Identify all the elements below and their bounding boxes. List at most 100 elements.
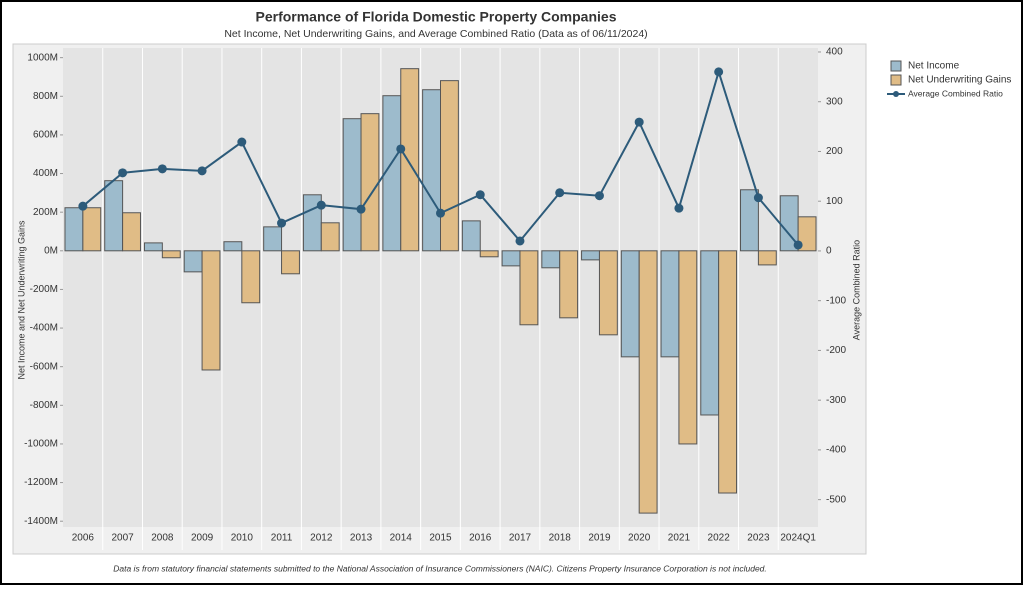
bar <box>161 250 181 259</box>
bar <box>400 68 420 252</box>
point <box>356 204 366 214</box>
y2-tick-label: 200 <box>826 146 843 157</box>
bar <box>422 89 441 252</box>
point <box>78 201 88 211</box>
bar <box>581 250 600 261</box>
y-tick-label: -1400M <box>24 516 58 527</box>
x-tick-label: 2011 <box>271 533 293 544</box>
bar <box>281 250 300 275</box>
bar <box>320 222 340 252</box>
y-axis-title: Net Income and Net Underwriting Gains <box>16 220 26 380</box>
legend-label: Average Combined Ratio <box>908 88 1003 98</box>
legend-label: Net Underwriting Gains <box>908 75 1011 86</box>
bar <box>541 250 561 269</box>
point <box>793 240 803 250</box>
x-tick-label: 2013 <box>350 533 373 544</box>
bar <box>678 250 698 445</box>
x-tick-label: 2012 <box>310 533 333 544</box>
point <box>714 67 724 77</box>
bar <box>183 250 203 273</box>
y-tick-label: -400M <box>30 323 58 334</box>
bar <box>519 250 539 326</box>
y-tick-label: 600M <box>33 130 58 141</box>
x-tick-label: 2019 <box>588 533 611 544</box>
bar <box>342 118 362 252</box>
x-tick-label: 2006 <box>72 533 95 544</box>
point <box>555 188 565 198</box>
point <box>436 208 445 218</box>
point <box>316 200 326 210</box>
bar <box>620 250 640 358</box>
x-tick-label: 2020 <box>628 533 651 544</box>
bar <box>757 250 777 266</box>
bar <box>82 207 102 252</box>
bar <box>64 207 84 252</box>
x-tick-label: 2023 <box>747 533 770 544</box>
bar <box>263 226 283 252</box>
legend-marker <box>893 91 899 97</box>
x-tick-label: 2022 <box>708 533 731 544</box>
bar <box>718 250 738 494</box>
y2-tick-label: -400 <box>826 445 846 456</box>
point <box>753 193 763 203</box>
y2-tick-label: 0 <box>826 246 832 257</box>
point <box>475 190 485 200</box>
legend-swatch <box>890 60 902 72</box>
bar <box>797 216 817 252</box>
point <box>674 203 684 213</box>
y-tick-label: 400M <box>33 168 58 179</box>
x-tick-label: 2021 <box>668 533 691 544</box>
bar <box>360 113 380 252</box>
x-tick-label: 2009 <box>191 533 214 544</box>
chart-subtitle: Net Income, Net Underwriting Gains, and … <box>224 28 647 40</box>
y-tick-label: -600M <box>30 361 58 372</box>
y-tick-label: -1200M <box>24 477 58 488</box>
x-tick-label: 2010 <box>231 533 254 544</box>
y-tick-label: -1000M <box>24 439 58 450</box>
point <box>197 166 207 176</box>
bar <box>440 80 459 252</box>
point <box>515 236 525 246</box>
bar <box>559 250 579 319</box>
y2-tick-label: 100 <box>826 196 843 207</box>
y-tick-label: -800M <box>30 400 58 411</box>
y2-tick-label: -500 <box>826 494 846 505</box>
x-tick-label: 2016 <box>469 533 492 544</box>
bar <box>660 250 680 358</box>
bar <box>740 189 759 252</box>
x-tick-label: 2008 <box>151 533 174 544</box>
bar <box>501 250 521 267</box>
bar <box>479 250 499 258</box>
x-tick-label: 2018 <box>549 533 572 544</box>
bar <box>461 220 481 252</box>
y2-axis-title: Average Combined Ratio <box>851 240 861 340</box>
bar <box>700 250 720 416</box>
y2-tick-label: 400 <box>826 47 843 58</box>
x-tick-label: 2015 <box>429 533 452 544</box>
y-tick-label: -200M <box>30 284 58 295</box>
bar <box>638 250 658 514</box>
point <box>237 137 247 147</box>
legend-swatch <box>890 74 902 86</box>
point <box>157 164 167 174</box>
bar <box>223 241 243 252</box>
footnote: Data is from statutory financial stateme… <box>113 563 767 573</box>
y-tick-label: 200M <box>33 207 58 218</box>
y2-tick-label: 300 <box>826 96 843 107</box>
bar <box>104 180 124 252</box>
x-tick-label: 2014 <box>390 533 413 544</box>
point <box>634 117 644 127</box>
bar <box>122 212 141 252</box>
x-tick-label: 2007 <box>111 533 134 544</box>
point <box>594 191 604 201</box>
bar <box>143 242 163 252</box>
x-tick-label: 2024Q1 <box>780 533 816 544</box>
chart-title: Performance of Florida Domestic Property… <box>256 9 617 25</box>
y2-tick-label: -200 <box>826 345 846 356</box>
y-tick-label: 0M <box>44 245 58 256</box>
point <box>277 218 287 228</box>
y-tick-label: 800M <box>33 91 58 102</box>
y2-tick-label: -300 <box>826 395 846 406</box>
point <box>118 168 128 178</box>
